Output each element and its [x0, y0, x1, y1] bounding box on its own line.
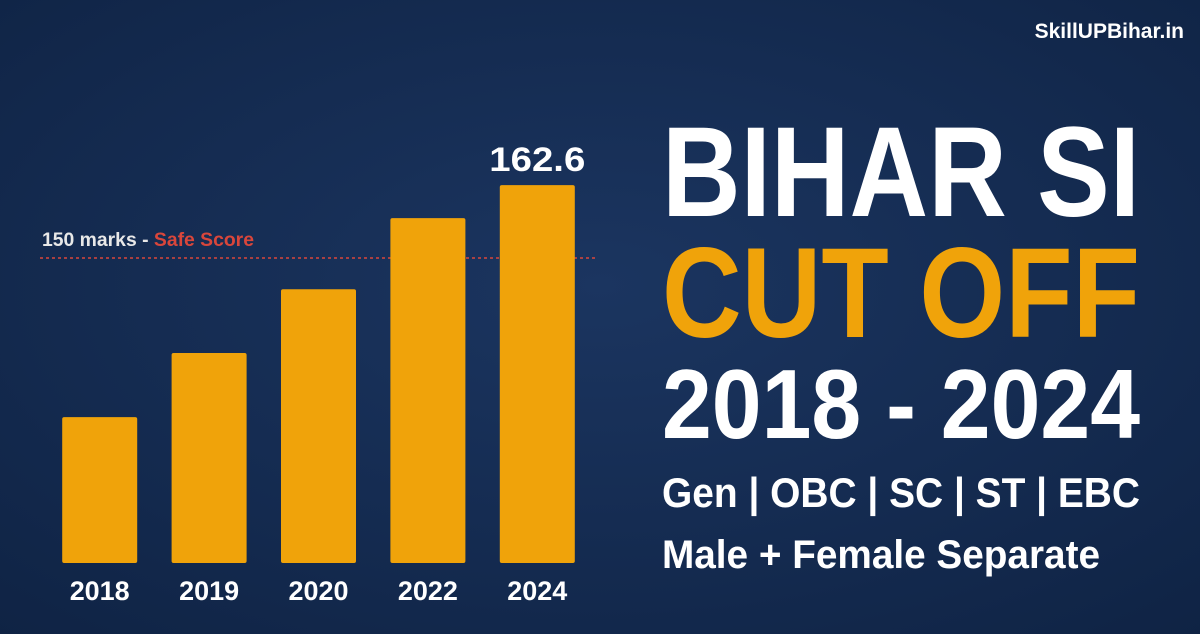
- watermark: SkillUPBihar.in: [1035, 20, 1184, 43]
- title-line: CUT OFF: [662, 222, 1140, 365]
- reference-label: 150 marks - Safe Score: [42, 230, 254, 251]
- x-tick-label: 2018: [70, 576, 130, 606]
- title-line: 2018 - 2024: [662, 349, 1140, 459]
- bar: [499, 185, 575, 563]
- x-tick-label: 2024: [507, 576, 567, 606]
- subtitle-line: Male + Female Separate: [662, 533, 1100, 577]
- bar: [171, 352, 247, 563]
- subtitle-line: Gen | OBC | SC | ST | EBC: [662, 469, 1140, 517]
- x-tick-label: 2019: [179, 576, 239, 606]
- bar: [281, 289, 356, 563]
- x-tick-label: 2022: [398, 576, 458, 606]
- reference-note: Safe Score: [154, 230, 254, 251]
- title-line: BIHAR SI: [662, 101, 1140, 244]
- bar: [390, 218, 466, 563]
- x-tick-label: 2020: [289, 576, 349, 606]
- bar: [62, 417, 138, 563]
- reference-label-text: 150 marks -: [42, 230, 149, 251]
- plot: 150 marks - Safe Score 2018 2019 2020 2022 20…: [40, 141, 595, 606]
- value-label: 162.6: [489, 141, 585, 179]
